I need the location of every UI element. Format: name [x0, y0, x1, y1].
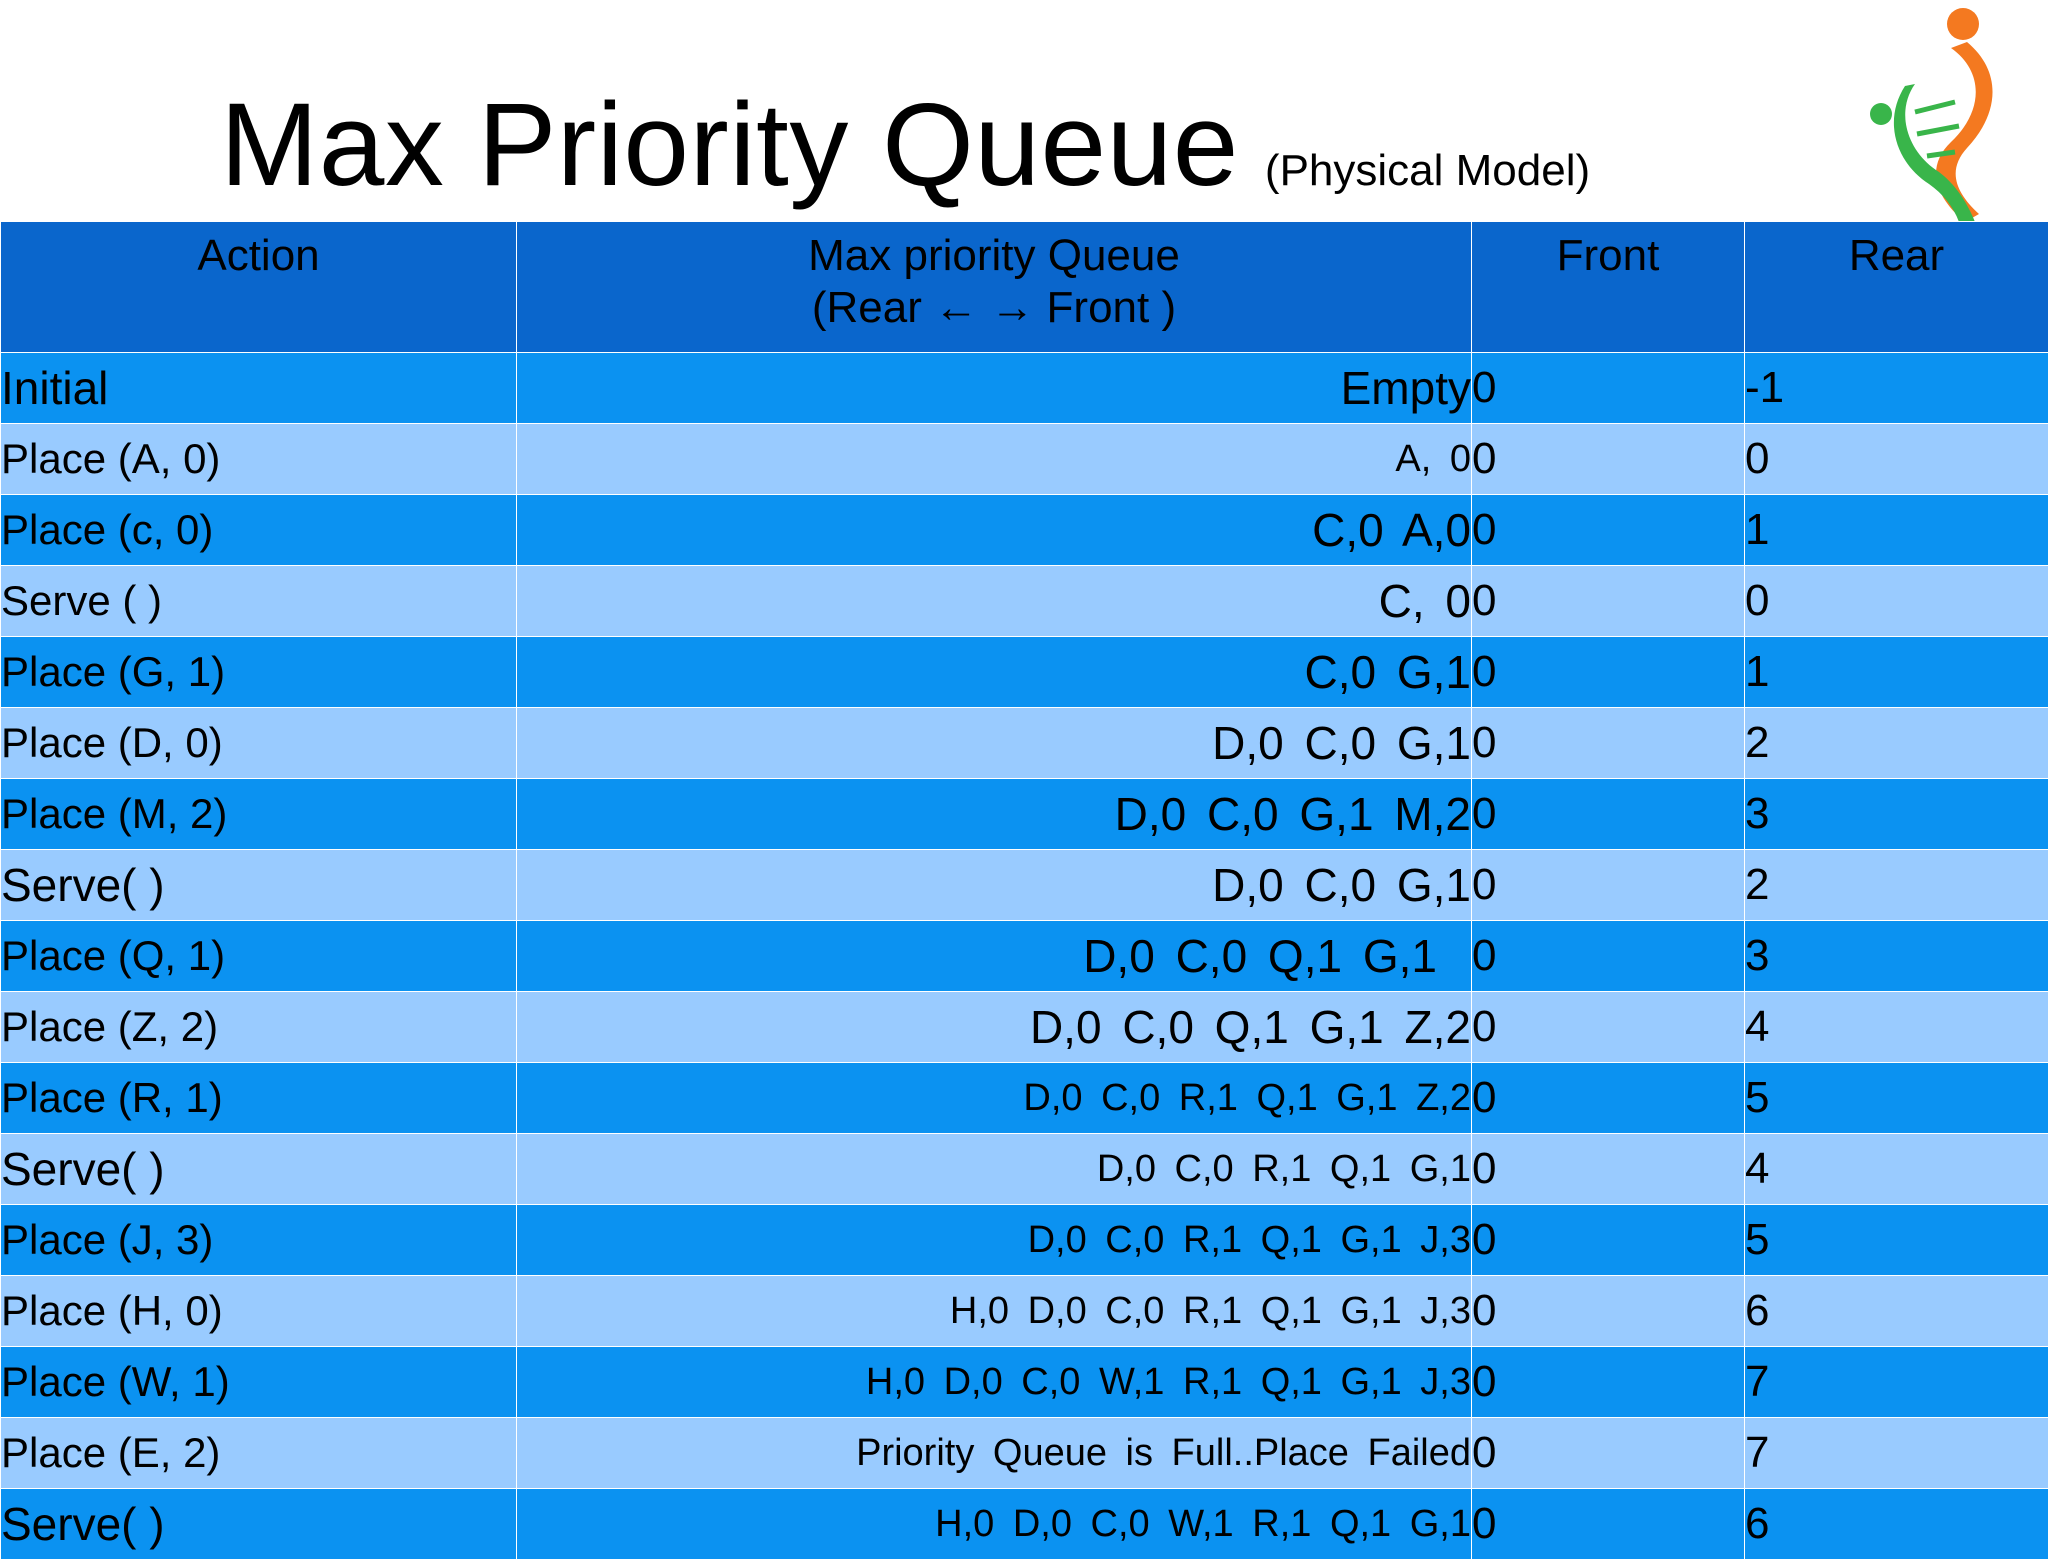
dna-person-logo-icon: [1855, 2, 2015, 224]
table-row: Serve( ) D,0 C,0 G,1 0 2: [1, 850, 2048, 921]
front-cell: 0: [1472, 1205, 1745, 1276]
priority-queue-table: Action Max priority Queue (Rear ← → Fron…: [0, 221, 2048, 1560]
queue-cell: D,0 C,0 G,1: [517, 850, 1472, 921]
queue-cell: D,0 C,0 R,1 Q,1 G,1 J,3: [517, 1205, 1472, 1276]
logo-dot-icon: [1870, 103, 1892, 125]
rear-cell: 0: [1745, 424, 2048, 495]
queue-cell: D,0 C,0 R,1 Q,1 G,1: [517, 1134, 1472, 1205]
queue-cell: Priority Queue is Full..Place Failed: [517, 1418, 1472, 1489]
front-cell: 0: [1472, 1134, 1745, 1205]
table-row: Serve( ) D,0 C,0 R,1 Q,1 G,1 0 4: [1, 1134, 2048, 1205]
title-subtitle: (Physical Model): [1265, 146, 1590, 195]
queue-cell: C,0 G,1: [517, 637, 1472, 708]
front-cell: 0: [1472, 566, 1745, 637]
action-cell: Serve ( ): [1, 566, 517, 637]
queue-cell: H,0 D,0 C,0 W,1 R,1 Q,1 G,1 J,3: [517, 1347, 1472, 1418]
action-cell: Place (W, 1): [1, 1347, 517, 1418]
action-cell: Place (E, 2): [1, 1418, 517, 1489]
front-cell: 0: [1472, 850, 1745, 921]
front-cell: 0: [1472, 1347, 1745, 1418]
header-queue-line2: (Rear ← → Front ): [517, 282, 1471, 334]
table-row: Place (D, 0) D,0 C,0 G,1 0 2: [1, 708, 2048, 779]
header-rear: Rear: [1745, 222, 2048, 353]
front-cell: 0: [1472, 1489, 1745, 1560]
table-row: Place (R, 1) D,0 C,0 R,1 Q,1 G,1 Z,2 0 5: [1, 1063, 2048, 1134]
front-cell: 0: [1472, 992, 1745, 1063]
queue-cell: C, 0: [517, 566, 1472, 637]
table-row: Place (Z, 2) D,0 C,0 Q,1 G,1 Z,2 0 4: [1, 992, 2048, 1063]
queue-cell: D,0 C,0 Q,1 G,1 Z,2: [517, 992, 1472, 1063]
table-row: Place (Q, 1) D,0 C,0 Q,1 G,1 0 3: [1, 921, 2048, 992]
queue-cell: D,0 C,0 G,1 M,2: [517, 779, 1472, 850]
queue-cell: D,0 C,0 Q,1 G,1: [517, 921, 1472, 992]
queue-cell: A, 0: [517, 424, 1472, 495]
table-header-row: Action Max priority Queue (Rear ← → Fron…: [1, 222, 2048, 353]
front-cell: 0: [1472, 495, 1745, 566]
front-cell: 0: [1472, 1418, 1745, 1489]
front-cell: 0: [1472, 708, 1745, 779]
action-cell: Place (H, 0): [1, 1276, 517, 1347]
queue-cell: D,0 C,0 R,1 Q,1 G,1 Z,2: [517, 1063, 1472, 1134]
table-row: Place (E, 2) Priority Queue is Full..Pla…: [1, 1418, 2048, 1489]
table-row: Place (M, 2) D,0 C,0 G,1 M,2 0 3: [1, 779, 2048, 850]
rear-cell: 2: [1745, 850, 2048, 921]
queue-cell: D,0 C,0 G,1: [517, 708, 1472, 779]
rear-cell: 4: [1745, 992, 2048, 1063]
action-cell: Initial: [1, 353, 517, 424]
table-row: Initial Empty 0 -1: [1, 353, 2048, 424]
action-cell: Place (A, 0): [1, 424, 517, 495]
table-row: Place (J, 3) D,0 C,0 R,1 Q,1 G,1 J,3 0 5: [1, 1205, 2048, 1276]
header-action: Action: [1, 222, 517, 353]
action-cell: Serve( ): [1, 850, 517, 921]
header-queue: Max priority Queue (Rear ← → Front ): [517, 222, 1472, 353]
front-cell: 0: [1472, 637, 1745, 708]
rear-cell: 3: [1745, 779, 2048, 850]
front-cell: 0: [1472, 424, 1745, 495]
rear-cell: 5: [1745, 1063, 2048, 1134]
table-row: Place (G, 1) C,0 G,1 0 1: [1, 637, 2048, 708]
action-cell: Place (Z, 2): [1, 992, 517, 1063]
rear-cell: 4: [1745, 1134, 2048, 1205]
rear-cell: 6: [1745, 1276, 2048, 1347]
action-cell: Place (G, 1): [1, 637, 517, 708]
rear-cell: 7: [1745, 1418, 2048, 1489]
table-row: Place (A, 0) A, 0 0 0: [1, 424, 2048, 495]
front-cell: 0: [1472, 1063, 1745, 1134]
queue-cell: H,0 D,0 C,0 W,1 R,1 Q,1 G,1: [517, 1489, 1472, 1560]
table-row: Serve( ) H,0 D,0 C,0 W,1 R,1 Q,1 G,1 0 6: [1, 1489, 2048, 1560]
rear-cell: 1: [1745, 495, 2048, 566]
rear-cell: 2: [1745, 708, 2048, 779]
action-cell: Place (c, 0): [1, 495, 517, 566]
queue-cell: C,0 A,0: [517, 495, 1472, 566]
front-cell: 0: [1472, 1276, 1745, 1347]
action-cell: Place (D, 0): [1, 708, 517, 779]
logo-head-icon: [1947, 8, 1979, 40]
action-cell: Serve( ): [1, 1134, 517, 1205]
action-cell: Place (J, 3): [1, 1205, 517, 1276]
header-front: Front: [1472, 222, 1745, 353]
rear-cell: 3: [1745, 921, 2048, 992]
front-cell: 0: [1472, 353, 1745, 424]
action-cell: Serve( ): [1, 1489, 517, 1560]
header-queue-line1: Max priority Queue: [517, 230, 1471, 282]
rear-cell: 6: [1745, 1489, 2048, 1560]
action-cell: Place (M, 2): [1, 779, 517, 850]
rear-cell: 7: [1745, 1347, 2048, 1418]
table-row: Place (c, 0) C,0 A,0 0 1: [1, 495, 2048, 566]
queue-cell: Empty: [517, 353, 1472, 424]
table-row: Serve ( ) C, 0 0 0: [1, 566, 2048, 637]
rear-cell: 1: [1745, 637, 2048, 708]
rear-cell: -1: [1745, 353, 2048, 424]
table-row: Place (W, 1) H,0 D,0 C,0 W,1 R,1 Q,1 G,1…: [1, 1347, 2048, 1418]
front-cell: 0: [1472, 921, 1745, 992]
action-cell: Place (Q, 1): [1, 921, 517, 992]
action-cell: Place (R, 1): [1, 1063, 517, 1134]
front-cell: 0: [1472, 779, 1745, 850]
queue-cell: H,0 D,0 C,0 R,1 Q,1 G,1 J,3: [517, 1276, 1472, 1347]
slide-title: Max Priority Queue(Physical Model): [220, 86, 1590, 204]
title-main: Max Priority Queue: [220, 79, 1239, 211]
rear-cell: 0: [1745, 566, 2048, 637]
rear-cell: 5: [1745, 1205, 2048, 1276]
table-row: Place (H, 0) H,0 D,0 C,0 R,1 Q,1 G,1 J,3…: [1, 1276, 2048, 1347]
